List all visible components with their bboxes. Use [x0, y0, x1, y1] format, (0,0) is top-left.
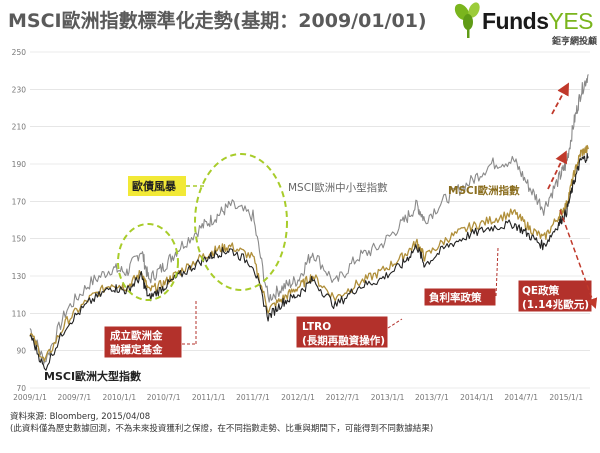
- x-tick-label: 2011/7/1: [236, 393, 270, 402]
- qe-label-2: (1.14兆歐元): [522, 298, 589, 311]
- x-tick-label: 2015/1/1: [549, 393, 583, 402]
- x-tick-label: 2010/1/1: [102, 393, 136, 402]
- x-tick-label: 2014/1/1: [460, 393, 494, 402]
- efsf-label-2: 融穩定基金: [110, 343, 163, 356]
- fundsyes-logo: [452, 2, 600, 44]
- ltro-label-1: LTRO: [302, 321, 331, 333]
- y-tick-label: 210: [12, 123, 27, 132]
- x-tick-label: 2013/7/1: [415, 393, 449, 402]
- efsf-label-1: 成立歐洲金: [110, 329, 163, 342]
- efsf-badge: [103, 325, 183, 359]
- disclaimer-note: (此資料僅為歷史數據回測，不為未來投資獲利之保證，在不同指數走勢、比重與期間下，…: [10, 424, 434, 434]
- series-line-1: [29, 144, 589, 362]
- x-tick-label: 2011/1/1: [192, 393, 226, 402]
- qe-arrow-2: [547, 150, 567, 190]
- series-line-0: [29, 74, 589, 366]
- ltro-badge: [295, 315, 389, 349]
- y-tick-label: 130: [12, 272, 27, 281]
- x-tick-label: 2012/7/1: [326, 393, 360, 402]
- leaf-icon: [454, 2, 480, 38]
- x-tick-label: 2014/7/1: [504, 393, 538, 402]
- y-tick-label: 170: [12, 197, 27, 206]
- neg-rate-connector: [495, 247, 499, 297]
- y-tick-label: 110: [12, 309, 27, 318]
- neg-rate-label: 負利率政策: [429, 291, 482, 304]
- page-title: MSCI歐洲指數標準化走勢(基期：2009/01/01): [8, 10, 427, 32]
- y-tick-label: 190: [12, 160, 27, 169]
- logo-word-accent: YES: [548, 8, 594, 34]
- ltro-connector: [387, 318, 403, 329]
- y-tick-label: 90: [16, 347, 26, 356]
- series-lines: [29, 74, 589, 371]
- ltro-label-2: (長期再融資操作): [302, 334, 385, 347]
- euro-debt-badge: [128, 176, 186, 196]
- qe-arrow-1: [551, 82, 569, 115]
- logo-subtitle: 鉅亨網投顧: [552, 37, 598, 47]
- qe-label-1: QE政策: [522, 284, 560, 297]
- x-axis-ticks: 2009/1/1 2009/7/1 2010/1/1 2010/7/1 2011/1/1…: [13, 393, 583, 402]
- x-tick-label: 2012/1/1: [281, 393, 315, 402]
- label-large: MSCI歐洲大型指數: [44, 369, 141, 383]
- qe-arrow-3: [559, 209, 598, 309]
- y-axis-ticks: 70 90 110 130 150 170 190 210 230 250: [12, 48, 27, 393]
- label-msci-europe: MSCI歐洲指數: [448, 184, 520, 197]
- y-tick-label: 70: [16, 384, 26, 393]
- euro-debt-label: 歐債風暴: [132, 179, 177, 193]
- neg-rate-badge: [423, 287, 497, 307]
- logo-word-main: Funds: [482, 8, 549, 34]
- label-small-mid: MSCI歐洲中小型指數: [288, 181, 388, 194]
- y-tick-label: 230: [12, 85, 27, 94]
- logo-wordmark: FundsYES: [482, 8, 594, 35]
- y-tick-label: 250: [12, 48, 27, 57]
- x-tick-label: 2013/1/1: [371, 393, 405, 402]
- qe-badge: [517, 279, 593, 313]
- x-tick-label: 2010/7/1: [147, 393, 181, 402]
- highlight-ellipse-2010: [117, 223, 179, 301]
- source-note: 資料來源: Bloomberg, 2015/04/08: [10, 412, 151, 422]
- x-tick-label: 2009/7/1: [57, 393, 91, 402]
- highlight-ellipse-2011: [194, 153, 288, 291]
- y-tick-label: 150: [12, 235, 27, 244]
- series-line-2: [29, 153, 589, 371]
- x-tick-label: 2009/1/1: [13, 393, 47, 402]
